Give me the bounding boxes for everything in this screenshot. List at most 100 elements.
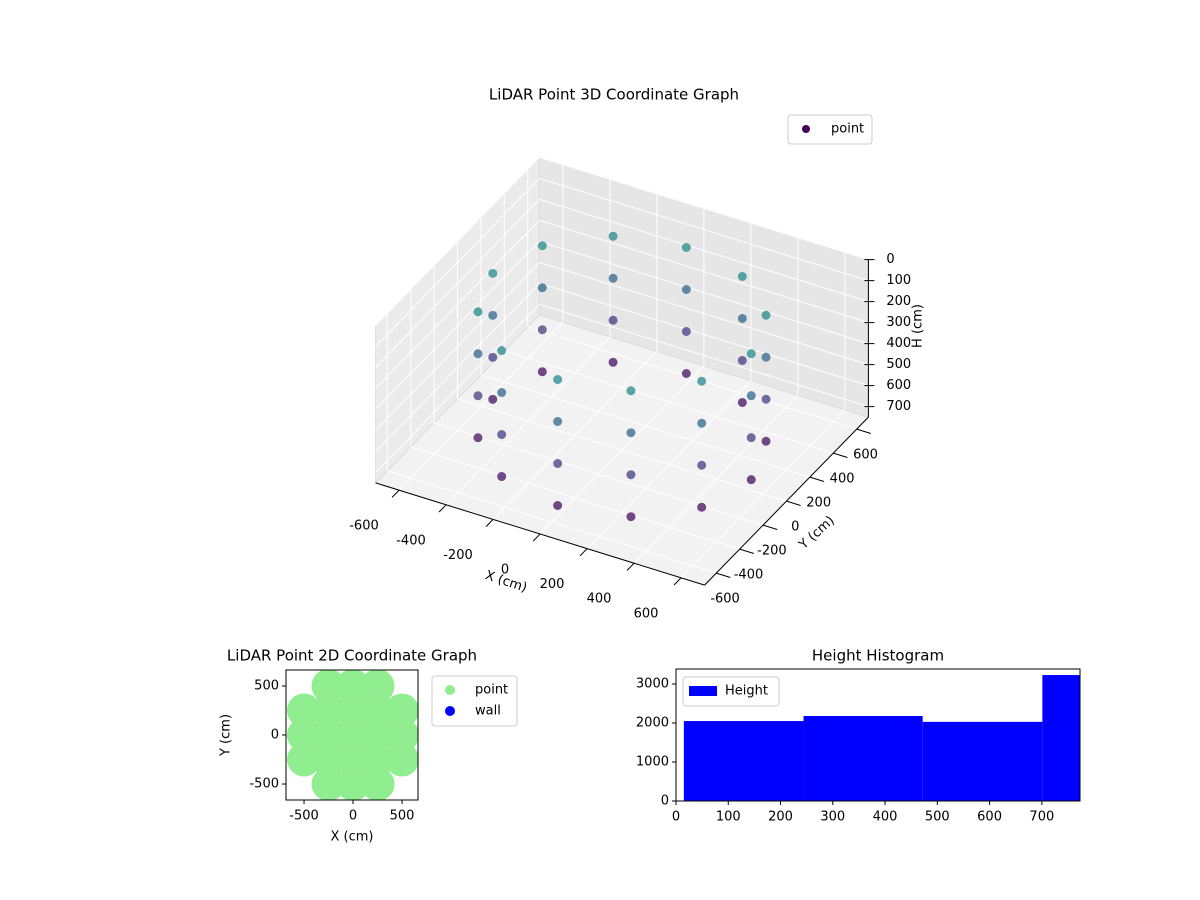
legend-box bbox=[787, 114, 873, 145]
x-tick-label: 700 bbox=[1029, 810, 1054, 825]
y-tick-label: 0 bbox=[271, 728, 279, 743]
point bbox=[385, 718, 418, 752]
chart-title: LiDAR Point 2D Coordinate Graph bbox=[227, 647, 477, 665]
chart-title: Height Histogram bbox=[812, 647, 944, 665]
grid-line bbox=[375, 304, 540, 473]
point bbox=[553, 459, 563, 468]
x-tick bbox=[391, 489, 400, 498]
x-tick-label: 600 bbox=[634, 606, 659, 621]
plot-area bbox=[683, 675, 1080, 801]
grid-line bbox=[375, 178, 540, 347]
z-tick-label: 0 bbox=[886, 252, 894, 267]
y-tick bbox=[739, 548, 754, 554]
grid-line bbox=[375, 199, 540, 368]
point bbox=[608, 231, 618, 241]
bar bbox=[683, 721, 804, 801]
y-tick-label: 0 bbox=[791, 519, 799, 534]
y-tick bbox=[833, 452, 848, 458]
grid-line bbox=[504, 350, 834, 454]
point bbox=[311, 718, 346, 752]
point bbox=[553, 501, 563, 510]
y-tick-label: -500 bbox=[249, 777, 279, 792]
point bbox=[537, 367, 547, 377]
point bbox=[608, 315, 618, 325]
point bbox=[697, 502, 707, 512]
point bbox=[360, 693, 395, 728]
y-tick-label: 1000 bbox=[636, 755, 669, 770]
point bbox=[737, 397, 747, 407]
x-tick bbox=[532, 533, 541, 542]
point bbox=[761, 352, 771, 362]
point bbox=[488, 352, 498, 362]
x-tick-label: 400 bbox=[587, 592, 612, 607]
x-tick-label: -200 bbox=[443, 548, 473, 563]
point bbox=[336, 742, 371, 777]
grid-line bbox=[480, 374, 811, 478]
y-tick-label: -400 bbox=[734, 567, 764, 582]
x-tick-label: -600 bbox=[349, 519, 379, 534]
y-tick bbox=[762, 524, 778, 530]
y-tick-label: 2000 bbox=[636, 716, 669, 731]
grid-line bbox=[375, 241, 540, 410]
x-tick-label: 300 bbox=[820, 810, 845, 825]
point bbox=[681, 369, 691, 378]
y-axis bbox=[704, 416, 869, 586]
point bbox=[336, 693, 371, 728]
y-axis-label: Y (cm) bbox=[219, 714, 234, 757]
x-tick-label: 600 bbox=[977, 810, 1002, 825]
point bbox=[287, 742, 322, 777]
z-tick-label: 700 bbox=[886, 399, 911, 414]
chart-title: LiDAR Point 3D Coordinate Graph bbox=[489, 86, 739, 104]
point bbox=[336, 670, 371, 703]
grid-line bbox=[410, 446, 740, 550]
y-tick-label: 0 bbox=[661, 794, 669, 809]
point bbox=[311, 693, 346, 728]
point bbox=[497, 430, 507, 440]
bar bbox=[803, 715, 923, 801]
point bbox=[287, 718, 322, 752]
point bbox=[553, 417, 563, 426]
grid-line bbox=[375, 283, 540, 452]
x-tick bbox=[626, 562, 635, 571]
z-tick-label: 600 bbox=[886, 378, 911, 393]
x-tick-label: -500 bbox=[289, 809, 319, 824]
y-tick bbox=[809, 476, 825, 482]
grid-line bbox=[527, 326, 857, 430]
point bbox=[497, 472, 507, 482]
grid-line bbox=[539, 261, 869, 366]
legend-label: point bbox=[831, 122, 864, 137]
legend-swatch bbox=[689, 686, 717, 696]
grid-line bbox=[539, 219, 869, 324]
x-tick-label: 0 bbox=[501, 563, 509, 578]
point bbox=[626, 470, 636, 480]
z-tick-label: 200 bbox=[886, 294, 911, 309]
point bbox=[473, 433, 483, 443]
point bbox=[626, 386, 636, 396]
grid-line bbox=[433, 422, 764, 526]
bar bbox=[922, 721, 1043, 801]
grid-line bbox=[539, 303, 869, 408]
x-tick-label: -400 bbox=[396, 533, 426, 548]
point bbox=[336, 718, 371, 752]
grid-line bbox=[375, 220, 540, 389]
point bbox=[336, 767, 371, 800]
point bbox=[311, 767, 346, 800]
x-axis bbox=[375, 482, 705, 586]
grid-line bbox=[457, 398, 787, 502]
y-tick-label: 3000 bbox=[636, 677, 669, 692]
z-tick-label: 400 bbox=[886, 336, 911, 351]
plot-area bbox=[287, 670, 418, 800]
legend-label: point bbox=[475, 683, 508, 698]
x-tick-label: 0 bbox=[349, 809, 357, 824]
x-tick-label: 200 bbox=[768, 810, 793, 825]
grid-line bbox=[387, 470, 717, 574]
point bbox=[553, 375, 563, 384]
y-tick-label: 600 bbox=[853, 447, 878, 462]
x-tick-label: 200 bbox=[540, 577, 565, 592]
grid-line bbox=[375, 262, 540, 431]
point bbox=[761, 394, 771, 404]
y-tick-label: 500 bbox=[254, 678, 279, 693]
legend-marker bbox=[802, 125, 810, 133]
point bbox=[497, 346, 507, 356]
